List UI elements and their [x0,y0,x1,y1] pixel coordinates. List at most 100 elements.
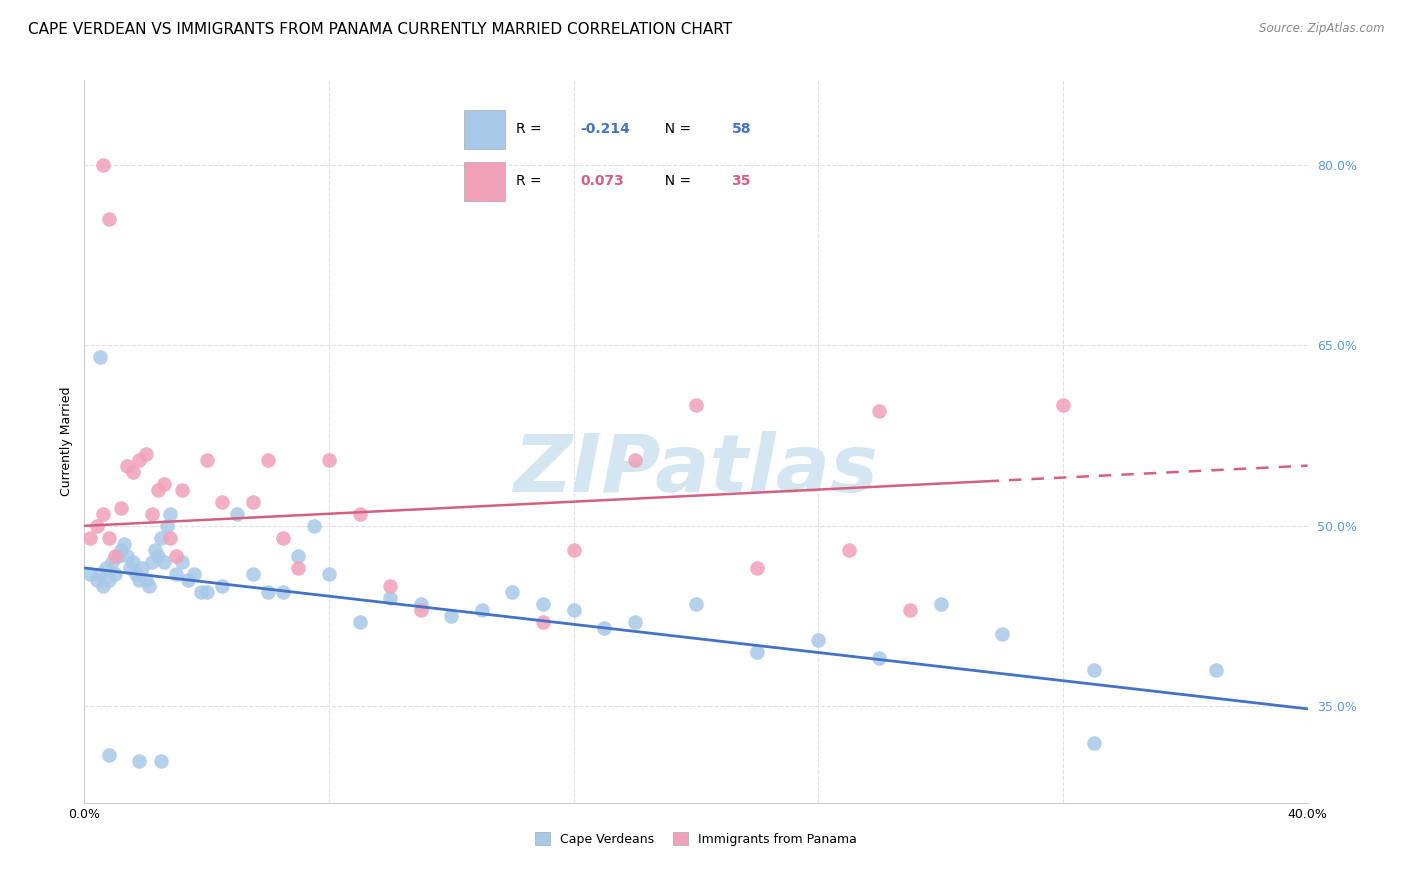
Point [159,531,181,545]
Point [257,452,280,467]
Point [79,531,101,545]
Point [409,603,432,617]
Point [91,507,114,521]
Point [138,579,160,593]
Point [226,507,249,521]
Point [287,561,309,575]
Point [115,458,138,473]
Legend: Cape Verdeans, Immigrants from Panama: Cape Verdeans, Immigrants from Panama [530,827,862,851]
Point [409,597,432,611]
Point [128,452,150,467]
Point [380,591,402,606]
Point [271,585,294,599]
Point [128,754,150,768]
Point [211,579,233,593]
Point [562,542,585,557]
Text: CAPE VERDEAN VS IMMIGRANTS FROM PANAMA CURRENTLY MARRIED CORRELATION CHART: CAPE VERDEAN VS IMMIGRANTS FROM PANAMA C… [28,22,733,37]
Point [79,567,101,582]
Point [1052,398,1074,412]
Point [177,573,200,587]
Point [349,615,371,630]
Point [183,567,205,582]
Point [104,567,127,582]
Point [869,404,891,418]
Point [302,518,325,533]
Point [165,549,187,563]
Point [747,645,769,659]
Point [86,518,108,533]
Point [562,603,585,617]
Point [135,446,157,460]
Point [97,573,120,587]
Point [257,585,280,599]
Point [97,747,120,762]
Point [195,452,218,467]
Point [211,494,233,508]
Point [94,561,117,575]
Point [271,531,294,545]
Point [86,573,108,587]
Point [685,597,707,611]
Point [991,627,1014,641]
Point [120,561,142,575]
Point [104,549,127,563]
Point [502,585,524,599]
Point [89,567,111,582]
Point [149,754,172,768]
Point [91,579,114,593]
Point [318,567,340,582]
Point [110,500,132,515]
Point [89,350,111,364]
Point [869,651,891,665]
Point [141,555,163,569]
Point [898,603,921,617]
Point [195,585,218,599]
Point [141,507,163,521]
Point [440,609,463,624]
Point [146,483,169,497]
Point [624,615,647,630]
Point [143,542,166,557]
Point [380,579,402,593]
Point [531,597,554,611]
Point [149,531,172,545]
Point [747,561,769,575]
Point [1083,735,1105,749]
Point [122,555,145,569]
Point [531,615,554,630]
Point [685,398,707,412]
Point [929,597,952,611]
Point [242,494,264,508]
Text: ZIPatlas: ZIPatlas [513,432,879,509]
Point [172,483,194,497]
Point [242,567,264,582]
Point [128,573,150,587]
Point [135,573,157,587]
Point [101,555,124,569]
Point [112,537,135,551]
Point [153,555,176,569]
Point [110,542,132,557]
Point [471,603,494,617]
Point [115,549,138,563]
Point [165,567,187,582]
Point [807,633,830,648]
Point [97,531,120,545]
Point [318,452,340,467]
Point [190,585,212,599]
Point [131,561,153,575]
Point [287,549,309,563]
Point [91,157,114,171]
Point [593,621,616,635]
Point [159,507,181,521]
Point [349,507,371,521]
Point [153,476,176,491]
Point [172,555,194,569]
Point [107,549,129,563]
Point [146,549,169,563]
Point [125,567,148,582]
Point [624,452,647,467]
Point [156,518,179,533]
Point [1083,664,1105,678]
Text: Source: ZipAtlas.com: Source: ZipAtlas.com [1260,22,1385,36]
